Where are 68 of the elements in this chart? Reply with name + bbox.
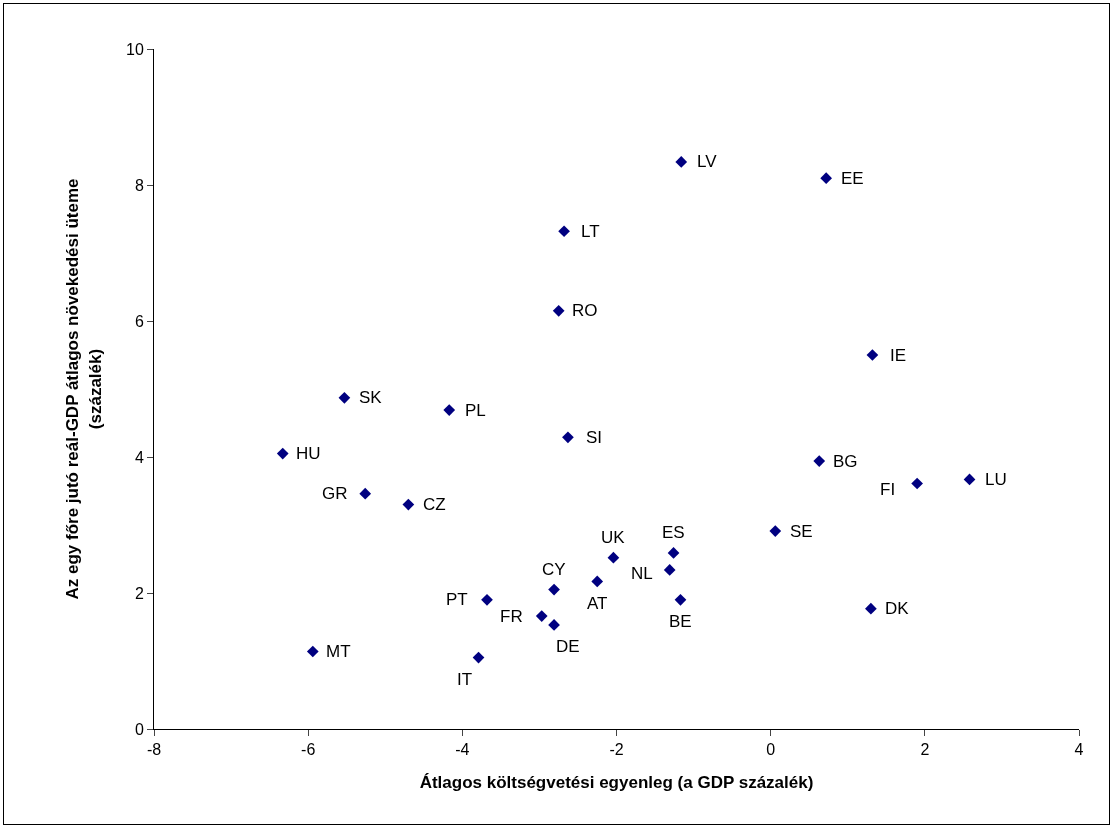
annotation: AT	[587, 594, 608, 613]
annotation: FI	[880, 480, 896, 499]
point	[911, 477, 923, 490]
point	[359, 487, 372, 500]
point	[402, 498, 415, 511]
x-axis-title: Átlagos költségvetési egyenleg (a GDP százalék)	[419, 772, 814, 792]
y-tick-label: 10	[126, 40, 144, 58]
annotation: PT	[446, 590, 468, 609]
point	[558, 225, 570, 238]
annotation: BE	[669, 612, 692, 631]
point	[820, 172, 833, 185]
annotation: CY	[542, 560, 566, 579]
y-tick-label: 6	[134, 312, 144, 330]
annotation: CZ	[423, 495, 446, 514]
annotation: DK	[885, 599, 910, 618]
annotation: SK	[359, 388, 383, 407]
y-tick-label: 8	[134, 176, 144, 194]
annotation: LV	[697, 152, 718, 171]
point	[769, 525, 782, 537]
point	[813, 455, 826, 467]
point	[481, 593, 493, 606]
annotation: GR	[322, 484, 348, 503]
point	[866, 349, 879, 361]
annotation: MT	[326, 642, 351, 661]
point	[591, 575, 604, 588]
y-tick-label: 0	[134, 720, 144, 738]
point	[338, 391, 351, 404]
point	[675, 156, 688, 168]
point	[276, 447, 289, 460]
annotation: LU	[985, 470, 1007, 489]
point	[607, 551, 620, 564]
y-tick-label: 2	[134, 584, 144, 602]
point	[306, 645, 319, 658]
annotation: EE	[841, 169, 864, 188]
x-tick-label: -6	[301, 741, 316, 759]
annotation: LT	[581, 222, 600, 241]
annotation: DE	[556, 637, 580, 656]
point	[663, 564, 676, 576]
annotation: UK	[601, 528, 626, 547]
x-tick-label: -8	[146, 741, 162, 759]
y-axis-title: Az egy főre jutó reál-GDP átlagos növekedési üteme (százalék)	[63, 178, 105, 600]
x-tick-label: -2	[609, 741, 624, 759]
point	[472, 651, 485, 664]
x-tick-label: 2	[920, 741, 930, 759]
point	[552, 304, 565, 317]
annotation: SI	[586, 428, 603, 447]
x-tick-label: -4	[455, 741, 470, 759]
point	[562, 431, 574, 444]
annotation: IE	[890, 346, 907, 365]
annotation: ES	[662, 523, 685, 542]
point	[865, 602, 877, 615]
annotation: FR	[500, 607, 523, 626]
point	[535, 610, 548, 622]
annotation: SE	[790, 522, 813, 541]
annotation: PL	[465, 401, 486, 420]
point	[674, 593, 687, 606]
annotation: BG	[833, 452, 858, 471]
point	[443, 404, 456, 416]
annotation: IT	[457, 670, 473, 689]
y-tick-label: 4	[134, 448, 144, 466]
point	[963, 473, 976, 486]
annotation: NL	[631, 564, 653, 583]
point	[548, 583, 560, 596]
x-tick-label: 0	[766, 741, 776, 759]
annotation: HU	[296, 444, 321, 463]
x-tick-label: 4	[1074, 741, 1084, 759]
annotation: RO	[572, 301, 598, 320]
point	[667, 547, 680, 559]
